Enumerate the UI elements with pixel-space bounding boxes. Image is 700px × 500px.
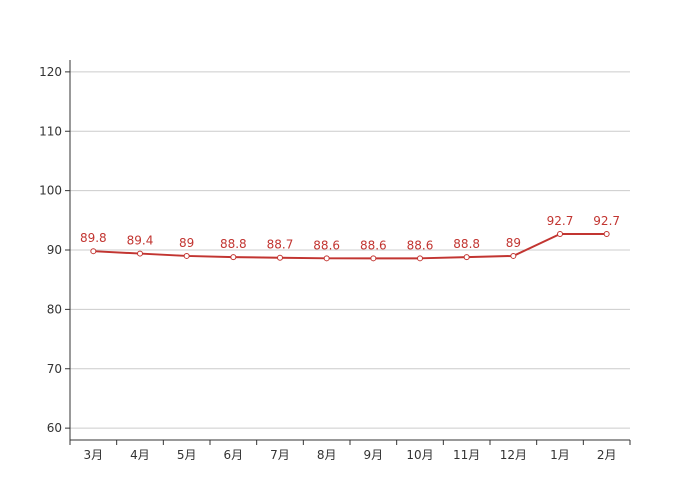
data-label: 92.7: [593, 214, 620, 228]
data-point: [230, 254, 237, 261]
x-tick-label: 5月: [177, 448, 197, 462]
x-tick-label: 4月: [130, 448, 150, 462]
y-tick-label: 100: [39, 184, 62, 198]
data-point: [603, 230, 610, 237]
x-axis-ticks: 3月 4月 5月 6月 7月 8月 9月 10月 11月 12月 1月 2月: [69, 440, 631, 462]
x-tick-label: 9月: [364, 448, 384, 462]
y-tick-label: 120: [39, 65, 62, 79]
data-point: [510, 252, 517, 259]
x-tick-label: 11月: [453, 448, 480, 462]
data-point: [323, 255, 330, 262]
x-tick-label: 1月: [550, 448, 570, 462]
data-point: [277, 254, 283, 261]
data-point: [137, 250, 143, 257]
data-point: [417, 255, 423, 262]
data-point: [463, 254, 470, 261]
y-tick-label: 110: [39, 124, 62, 138]
data-labels: 89.8 89.4 89 88.8 88.7 88.6 88.6 88.6 88.8 89 92.7…: [80, 214, 620, 252]
data-point: [90, 248, 97, 255]
x-tick-label: 7月: [270, 448, 290, 462]
x-tick-label: 2月: [597, 448, 617, 462]
y-tick-label: 80: [47, 302, 62, 316]
data-point: [557, 230, 563, 237]
data-point: [183, 252, 190, 259]
y-axis-ticks: 60 70 80 90 100 110 120: [39, 65, 70, 435]
data-points: [90, 230, 610, 262]
y-tick-label: 90: [47, 243, 62, 257]
x-tick-label: 3月: [84, 448, 104, 462]
data-label: 89.8: [80, 231, 107, 245]
series-line: [93, 232, 607, 260]
data-label: 89: [179, 236, 194, 250]
y-tick-label: 60: [47, 421, 62, 435]
data-label: 88.8: [220, 237, 247, 251]
grid-lines: [70, 71, 630, 429]
x-tick-label: 6月: [224, 448, 244, 462]
data-label: 88.6: [313, 238, 340, 252]
data-label: 88.6: [407, 238, 434, 252]
data-label: 92.7: [547, 214, 574, 228]
data-label: 88.8: [453, 237, 480, 251]
y-tick-label: 70: [47, 362, 62, 376]
x-tick-label: 12月: [500, 448, 527, 462]
data-label: 89.4: [127, 234, 154, 248]
data-label: 89: [506, 236, 521, 250]
series-group: [93, 232, 607, 260]
x-tick-label: 8月: [317, 448, 337, 462]
data-point: [370, 255, 377, 262]
data-label: 88.7: [267, 238, 294, 252]
x-tick-label: 10月: [406, 448, 433, 462]
data-label: 88.6: [360, 238, 387, 252]
